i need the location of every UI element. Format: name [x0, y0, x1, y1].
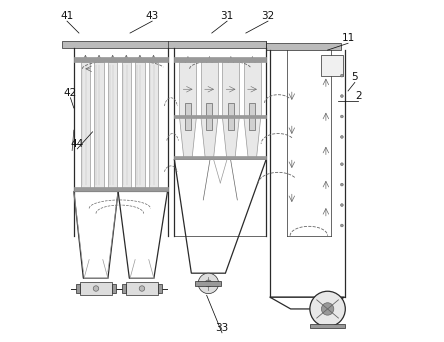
Circle shape: [205, 280, 212, 287]
Bar: [174, 115, 266, 118]
Text: 33: 33: [215, 323, 229, 333]
Bar: [122, 62, 131, 188]
Circle shape: [198, 273, 218, 294]
Circle shape: [139, 286, 145, 291]
Bar: [228, 103, 234, 130]
Text: 32: 32: [262, 11, 274, 21]
Bar: [195, 281, 221, 286]
Circle shape: [341, 183, 343, 186]
Bar: [122, 284, 126, 293]
Bar: [108, 62, 117, 188]
Circle shape: [341, 163, 343, 166]
Bar: [310, 324, 345, 328]
Bar: [185, 103, 191, 130]
Bar: [321, 55, 343, 76]
Bar: [74, 56, 167, 62]
Text: 11: 11: [341, 33, 355, 43]
Bar: [222, 62, 239, 117]
Text: 43: 43: [146, 11, 159, 21]
Polygon shape: [222, 117, 239, 157]
Circle shape: [341, 224, 343, 227]
Circle shape: [321, 303, 334, 315]
Polygon shape: [244, 117, 261, 157]
Text: 42: 42: [64, 88, 77, 98]
Bar: [179, 62, 196, 117]
Bar: [74, 187, 167, 192]
Text: 31: 31: [221, 11, 234, 21]
Bar: [174, 156, 266, 159]
Circle shape: [341, 74, 343, 77]
Bar: [94, 62, 104, 188]
Circle shape: [341, 95, 343, 97]
Bar: [174, 56, 266, 62]
Bar: [62, 41, 266, 48]
Text: 2: 2: [355, 91, 361, 101]
Text: 44: 44: [71, 139, 84, 149]
Bar: [111, 284, 116, 293]
Circle shape: [93, 286, 99, 291]
Bar: [81, 62, 90, 188]
Bar: [266, 43, 341, 50]
Text: 5: 5: [352, 72, 358, 82]
Circle shape: [310, 291, 345, 327]
Bar: [135, 62, 145, 188]
Circle shape: [341, 115, 343, 118]
Circle shape: [341, 204, 343, 207]
Bar: [126, 282, 159, 295]
Polygon shape: [179, 117, 196, 157]
Text: 41: 41: [60, 11, 74, 21]
Bar: [79, 282, 112, 295]
Bar: [201, 62, 218, 117]
Bar: [244, 62, 261, 117]
Bar: [158, 284, 163, 293]
Bar: [149, 62, 159, 188]
Circle shape: [341, 135, 343, 138]
Bar: [250, 103, 255, 130]
Polygon shape: [201, 117, 218, 157]
Bar: [206, 103, 212, 130]
Bar: [75, 284, 80, 293]
